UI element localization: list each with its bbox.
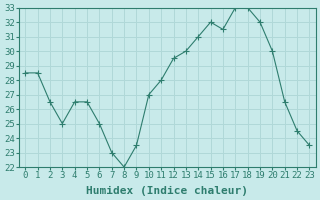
- X-axis label: Humidex (Indice chaleur): Humidex (Indice chaleur): [86, 186, 248, 196]
